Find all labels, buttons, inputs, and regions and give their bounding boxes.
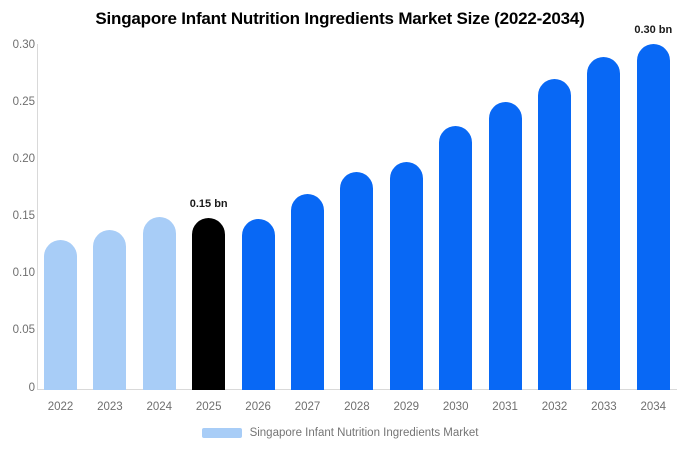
value-annotation-2025: 0.15 bn xyxy=(189,198,228,211)
x-tick-label: 2028 xyxy=(344,401,370,413)
x-tick-label: 2026 xyxy=(245,401,271,413)
y-tick-label: 0 xyxy=(28,381,35,394)
y-tick-label: 0.15 xyxy=(12,210,35,223)
x-tick-label: 2024 xyxy=(146,401,173,413)
x-tick-label: 2031 xyxy=(492,401,518,413)
bar-2030[interactable] xyxy=(439,126,473,390)
value-annotation-2034: 0.30 bn xyxy=(634,23,673,36)
bar-2025[interactable] xyxy=(192,218,226,390)
x-tick-label: 2029 xyxy=(393,401,420,413)
x-tick-label: 2032 xyxy=(541,401,568,413)
legend-swatch-icon xyxy=(201,428,242,438)
x-tick-label: 2027 xyxy=(294,401,321,413)
x-tick-label: 2023 xyxy=(97,401,123,413)
y-axis-line xyxy=(37,44,38,390)
bar-2033[interactable] xyxy=(587,56,621,390)
x-tick-label: 2025 xyxy=(195,401,222,413)
chart-title: Singapore Infant Nutrition Ingredients M… xyxy=(95,9,585,28)
y-tick-label: 0.30 xyxy=(12,38,35,51)
bar-2034[interactable] xyxy=(636,43,670,390)
y-tick-label: 0.10 xyxy=(12,267,35,280)
bar-2026[interactable] xyxy=(241,219,275,390)
bar-2024[interactable] xyxy=(142,216,176,390)
bar-2032[interactable] xyxy=(538,79,571,390)
x-tick-label: 2034 xyxy=(640,401,667,413)
bar-2029[interactable] xyxy=(389,161,423,390)
y-tick-label: 0.05 xyxy=(12,324,35,337)
bar-2023[interactable] xyxy=(93,229,127,390)
bar-2022[interactable] xyxy=(44,239,77,390)
y-tick-label: 0.20 xyxy=(12,152,35,165)
bar-2028[interactable] xyxy=(340,172,374,390)
x-tick-label: 2030 xyxy=(442,401,469,413)
x-tick-label: 2033 xyxy=(591,401,617,413)
y-tick-label: 0.25 xyxy=(12,95,35,108)
legend[interactable]: Singapore Infant Nutrition Ingredients M… xyxy=(0,426,680,440)
bar-2031[interactable] xyxy=(488,102,522,390)
legend-series-label: Singapore Infant Nutrition Ingredients M… xyxy=(249,427,479,439)
bar-2027[interactable] xyxy=(291,194,324,390)
x-tick-label: 2022 xyxy=(47,401,74,413)
